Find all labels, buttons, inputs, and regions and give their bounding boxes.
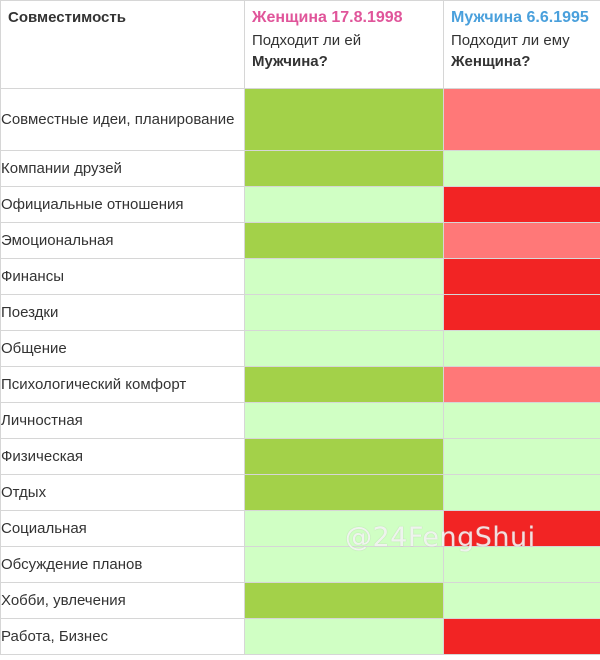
- table-row: Социальная: [0, 510, 600, 547]
- woman-question: Подходит ли ей: [252, 32, 362, 49]
- row-label: Личностная: [0, 402, 245, 439]
- woman-title: Женщина 17.8.1998: [252, 9, 403, 26]
- man-rating-cell: [443, 546, 600, 583]
- table-row: Совместные идеи, планирование: [0, 88, 600, 151]
- table-row: Личностная: [0, 402, 600, 439]
- woman-rating-cell: [244, 150, 444, 187]
- row-label: Социальная: [0, 510, 245, 547]
- woman-rating-cell: [244, 474, 444, 511]
- woman-target: Мужчина?: [252, 53, 328, 70]
- man-rating-cell: [443, 438, 600, 475]
- table-row: Отдых: [0, 474, 600, 511]
- man-rating-cell: [443, 150, 600, 187]
- row-label: Отдых: [0, 474, 245, 511]
- row-label: Поездки: [0, 294, 245, 331]
- woman-rating-cell: [244, 402, 444, 439]
- man-rating-cell: [443, 402, 600, 439]
- row-label: Психологический комфорт: [0, 366, 245, 403]
- table-row: Общение: [0, 330, 600, 367]
- row-label: Эмоциональная: [0, 222, 245, 259]
- table-row: Поездки: [0, 294, 600, 331]
- row-label: Физическая: [0, 438, 245, 475]
- row-label: Компании друзей: [0, 150, 245, 187]
- woman-rating-cell: [244, 618, 444, 655]
- header-label: Совместимость: [8, 9, 126, 26]
- row-label: Общение: [0, 330, 245, 367]
- woman-rating-cell: [244, 366, 444, 403]
- man-rating-cell: [443, 258, 600, 295]
- table-row: Физическая: [0, 438, 600, 475]
- man-rating-cell: [443, 366, 600, 403]
- header-man-cell: Мужчина 6.6.1995 Подходит ли ему Женщина…: [443, 0, 600, 89]
- woman-rating-cell: [244, 438, 444, 475]
- table-row: Психологический комфорт: [0, 366, 600, 403]
- table-row: Компании друзей: [0, 150, 600, 187]
- man-question: Подходит ли ему: [451, 32, 570, 49]
- header-label-cell: Совместимость: [0, 0, 245, 89]
- table-row: Официальные отношения: [0, 186, 600, 223]
- woman-rating-cell: [244, 186, 444, 223]
- table-row: Финансы: [0, 258, 600, 295]
- woman-rating-cell: [244, 88, 444, 151]
- row-label: Совместные идеи, планирование: [0, 88, 245, 151]
- woman-rating-cell: [244, 582, 444, 619]
- woman-rating-cell: [244, 546, 444, 583]
- row-label: Финансы: [0, 258, 245, 295]
- man-rating-cell: [443, 222, 600, 259]
- woman-rating-cell: [244, 294, 444, 331]
- man-rating-cell: [443, 88, 600, 151]
- header-woman-cell: Женщина 17.8.1998 Подходит ли ей Мужчина…: [244, 0, 444, 89]
- woman-rating-cell: [244, 222, 444, 259]
- table-row: Хобби, увлечения: [0, 582, 600, 619]
- man-target: Женщина?: [451, 53, 531, 70]
- table-row: Обсуждение планов: [0, 546, 600, 583]
- man-title: Мужчина 6.6.1995: [451, 9, 589, 26]
- table-row: Эмоциональная: [0, 222, 600, 259]
- row-label: Обсуждение планов: [0, 546, 245, 583]
- table-body: Совместные идеи, планирование Компании др…: [0, 88, 600, 655]
- table-header-row: Совместимость Женщина 17.8.1998 Подходит…: [0, 0, 600, 89]
- man-rating-cell: [443, 186, 600, 223]
- man-rating-cell: [443, 582, 600, 619]
- man-rating-cell: [443, 294, 600, 331]
- row-label: Работа, Бизнес: [0, 618, 245, 655]
- man-rating-cell: [443, 474, 600, 511]
- man-rating-cell: [443, 510, 600, 547]
- man-rating-cell: [443, 618, 600, 655]
- man-rating-cell: [443, 330, 600, 367]
- row-label: Официальные отношения: [0, 186, 245, 223]
- table-row: Работа, Бизнес: [0, 618, 600, 655]
- woman-rating-cell: [244, 510, 444, 547]
- woman-rating-cell: [244, 330, 444, 367]
- row-label: Хобби, увлечения: [0, 582, 245, 619]
- woman-rating-cell: [244, 258, 444, 295]
